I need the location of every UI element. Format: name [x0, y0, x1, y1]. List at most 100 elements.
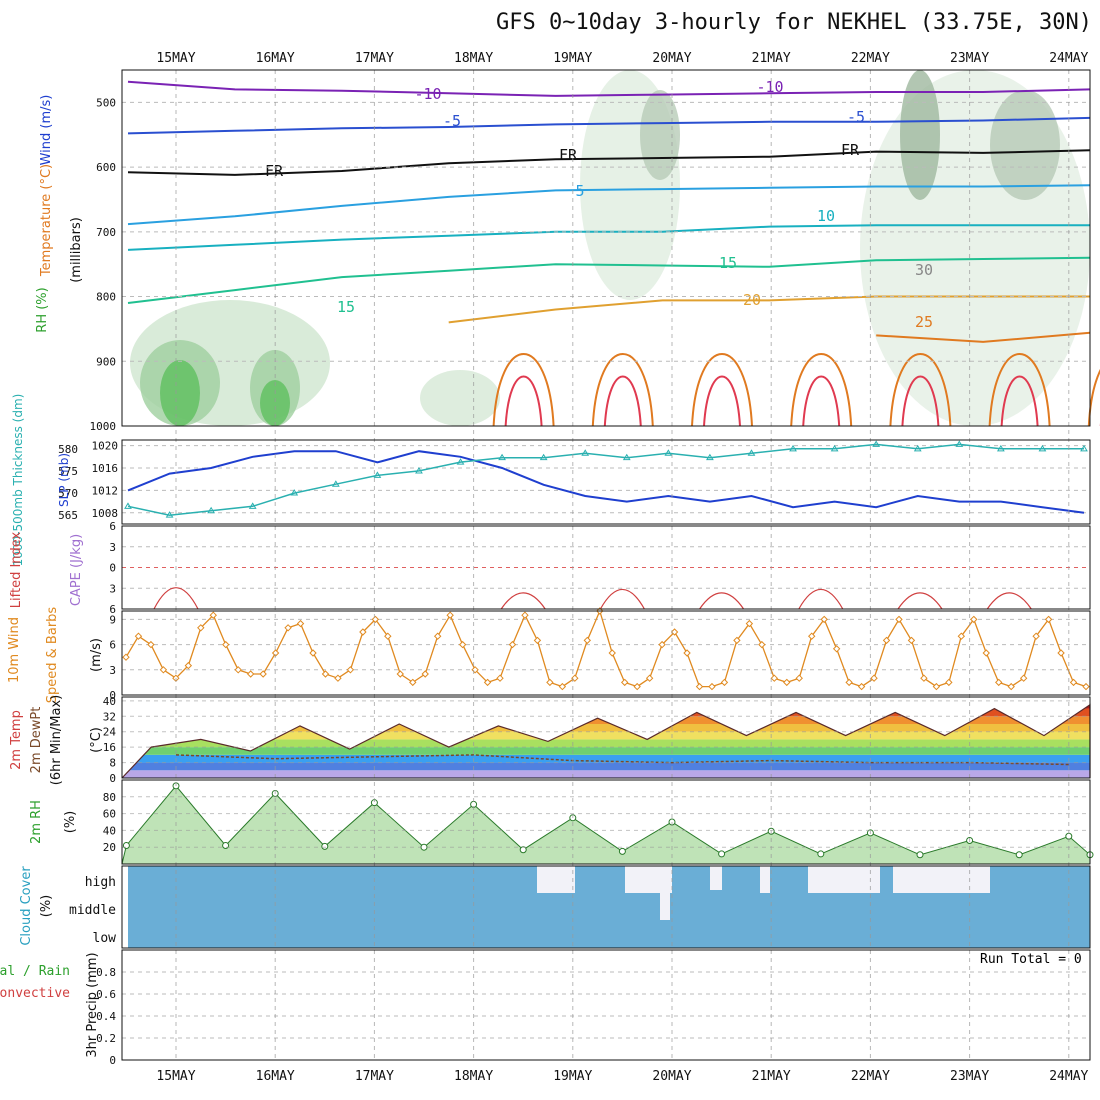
date-label-top-8: 23MAY: [950, 51, 989, 66]
date-label-bottom-8: 23MAY: [950, 1069, 989, 1084]
contour-label-12: 25: [915, 313, 933, 331]
wind-speed-point-15: [309, 649, 317, 657]
wind-tick-0: 0: [109, 689, 116, 702]
isotherm--5: [127, 116, 1091, 135]
wind-speed-point-19: [359, 628, 367, 636]
wind-speed-point-22: [396, 670, 404, 678]
thickness-point-1: [165, 511, 174, 518]
temp2m-panel-border: [121, 696, 1091, 779]
rh-tick-20: 20: [103, 841, 116, 854]
wind-speed-point-65: [932, 682, 941, 691]
side-label-wind-speed: Speed & Barbs: [45, 607, 60, 704]
side-label-precip-axis: 3hr Precip (mm): [85, 952, 100, 1057]
wind-speed-point-62: [895, 615, 903, 624]
side-label-rh2m-unit: (%): [63, 811, 78, 834]
surface-loop-30-6: [802, 375, 841, 427]
thickness-point-7: [415, 466, 423, 474]
lifted-index-dip-5: [897, 592, 943, 610]
contour-label-2: -5: [443, 112, 461, 130]
thickness-point-18: [872, 440, 881, 447]
thickness-tick-565: 565: [58, 509, 78, 522]
contour-label-7: 5: [575, 182, 584, 200]
wind-speed-point-13: [284, 624, 292, 632]
wind-speed-point-57: [832, 645, 841, 653]
rh-shade-4: [260, 380, 290, 426]
cloud-gap-5: [660, 893, 670, 920]
thickness-point-4: [290, 489, 299, 496]
precip-tick-0.2: 0.2: [96, 1032, 116, 1045]
slp-tick-1012: 1012: [92, 484, 119, 497]
mb-tick-500: 500: [96, 96, 116, 109]
date-label-bottom-4: 19MAY: [553, 1069, 592, 1084]
slp-thickness-panel-border: [121, 439, 1091, 525]
wind-speed-point-20: [371, 615, 380, 624]
cloud-gap-0: [537, 866, 575, 893]
rh2m-point-16: [916, 851, 924, 859]
rh2m-point-12: [718, 850, 726, 858]
date-label-bottom-0: 15MAY: [156, 1069, 195, 1084]
temp-tick-40: 40: [103, 695, 116, 708]
date-label-top-0: 15MAY: [156, 51, 195, 66]
wind-speed-point-53: [783, 678, 791, 687]
cloud-gap-6: [710, 866, 722, 890]
upper-air-panel-border: [121, 69, 1091, 427]
wind-speed-point-48: [720, 678, 729, 687]
rh2m-point-4: [321, 842, 329, 850]
thickness-tick-570: 570: [58, 487, 78, 500]
side-label-rh: RH (%): [35, 287, 50, 332]
thickness-point-19: [913, 444, 922, 452]
mb-tick-800: 800: [96, 291, 116, 304]
side-label-temperature: Temperature (°C): [39, 164, 54, 277]
rh2m-point-14: [817, 850, 825, 858]
rh-tick-40: 40: [103, 824, 116, 837]
li-tick-4: 6: [109, 603, 116, 616]
rh-shade-7: [900, 70, 940, 200]
wind-speed-point-70: [995, 678, 1003, 687]
cloud-level-middle: middle: [69, 903, 116, 918]
wind-speed-point-40: [620, 678, 629, 687]
precip-tick-0.4: 0.4: [96, 1010, 116, 1023]
wind-speed-point-45: [683, 649, 691, 657]
wind10m-panel-bg: [122, 611, 1090, 695]
wind-tick-3: 3: [109, 664, 116, 677]
isotherm-15: [127, 256, 1091, 304]
lifted-index-dip-2: [599, 589, 645, 610]
temp-band-2: [122, 754, 1090, 763]
wind-speed-point-74: [1044, 615, 1053, 624]
thickness-point-10: [539, 453, 548, 461]
temp-band-1: [122, 762, 1090, 771]
slp-tick-1008: 1008: [92, 507, 119, 520]
precip-tick-0.6: 0.6: [96, 988, 116, 1001]
dewpoint-line: [175, 754, 1069, 766]
side-label-rh2m: 2m RH: [29, 800, 44, 844]
rh-tick-80: 80: [103, 791, 116, 804]
wind-speed-point-24: [421, 670, 429, 678]
wind-speed-point-16: [321, 670, 330, 678]
thickness-point-6: [373, 471, 382, 478]
wind-speed-point-68: [970, 615, 978, 624]
surface-loop-30-5: [703, 375, 741, 427]
lifted-index-dip-6: [986, 592, 1032, 610]
thickness-tick-580: 580: [58, 443, 78, 456]
wind-speed-point-39: [608, 649, 616, 657]
thickness-point-23: [1080, 444, 1088, 452]
thickness-point-14: [706, 453, 714, 461]
cloud-level-low: low: [93, 931, 117, 946]
side-label-precip-total: Total / Rain: [0, 964, 70, 979]
wind-speed-point-3: [159, 666, 168, 674]
li-tick-2: 0: [109, 562, 116, 575]
slp-tick-1016: 1016: [92, 462, 119, 475]
surface-loop-30-3: [504, 375, 543, 427]
wind-speed-point-58: [845, 678, 853, 687]
wind-tick-6: 6: [109, 639, 116, 652]
surface-loop-30-7: [901, 375, 940, 427]
slp-line: [127, 450, 1085, 514]
surface-loop-25-6: [790, 353, 853, 427]
wind-speed-point-1: [134, 632, 143, 640]
side-label-temp2m: 2m Temp: [9, 710, 24, 770]
contour-label-8: 10: [817, 207, 835, 225]
wind-speed-point-59: [857, 682, 866, 691]
wind-speed-point-37: [583, 636, 592, 645]
temp-band-6: [122, 724, 1090, 732]
wind-speed-point-60: [870, 674, 878, 682]
